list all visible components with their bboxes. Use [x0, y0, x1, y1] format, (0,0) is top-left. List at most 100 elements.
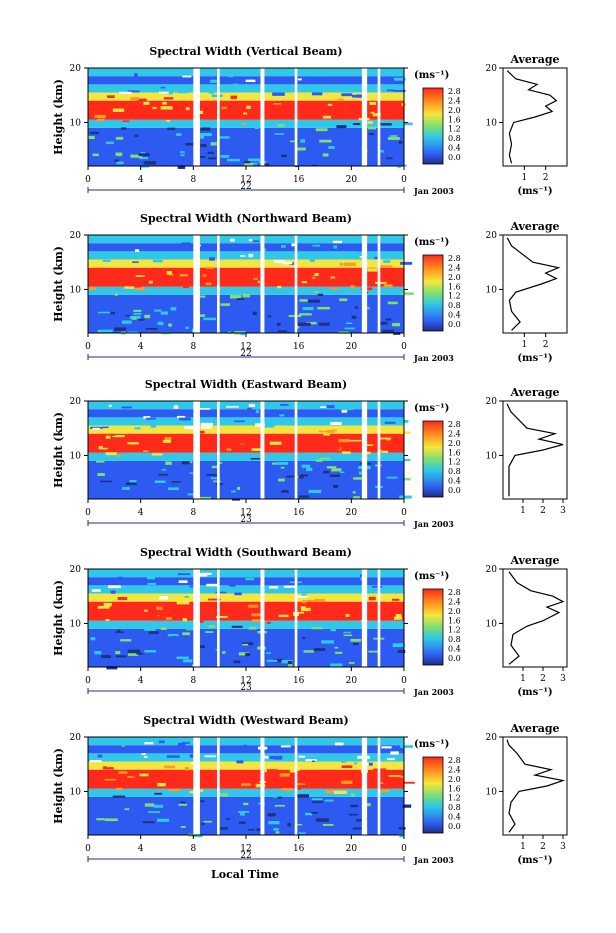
heatmap-cell: [209, 90, 214, 94]
heatmap-cell: [326, 611, 339, 615]
heatmap-cell: [185, 607, 194, 609]
heatmap-cell: [206, 583, 219, 587]
heatmap-cell: [237, 455, 242, 458]
heatmap-cell: [276, 461, 289, 465]
heatmap-cell: [351, 793, 355, 797]
heatmap-cell: [130, 97, 140, 101]
heatmap: [88, 235, 414, 336]
heatmap-cell: [133, 312, 142, 315]
x-tick-label: 0: [401, 844, 407, 854]
heatmap-cell: [161, 113, 168, 116]
date-label: Jan 2003: [413, 186, 454, 196]
data-gap: [193, 235, 200, 333]
heatmap-cell: [145, 85, 152, 89]
heatmap-cell: [97, 473, 105, 476]
heatmap-cell: [397, 649, 406, 653]
heatmap-cell: [388, 775, 401, 777]
heatmap-cell: [399, 775, 404, 778]
heatmap-cell: [210, 79, 220, 83]
heatmap-cell: [306, 321, 317, 325]
heatmap-cell: [176, 133, 182, 137]
average-frame: [502, 568, 568, 668]
heatmap-cell: [306, 467, 313, 472]
data-gap: [294, 737, 298, 835]
heatmap-cell: [364, 444, 373, 447]
heatmap-cell: [147, 811, 160, 813]
heatmap-cell: [246, 105, 251, 110]
colorbar: [422, 756, 444, 834]
heatmap-cell: [169, 273, 174, 276]
heatmap-cell: [341, 93, 353, 97]
heatmap-cell: [238, 652, 250, 656]
heatmap-cell: [166, 755, 180, 758]
heatmap-cell: [245, 577, 255, 581]
heatmap-band: [88, 259, 404, 268]
average-y-tick-label: 10: [486, 451, 498, 461]
y-axis-label: Height (km): [52, 246, 65, 322]
average-profile-line: [506, 237, 561, 331]
heatmap-cell: [322, 115, 332, 119]
panel-2: Spectral Width (Northward Beam)2010Heigh…: [52, 212, 568, 364]
heatmap-cell: [401, 292, 414, 295]
heatmap-cell: [122, 120, 130, 122]
heatmap-cell: [199, 132, 212, 137]
heatmap-cell: [173, 405, 179, 409]
average-x-tick-label: 3: [560, 506, 566, 516]
x-tick-label: 4: [138, 508, 144, 518]
data-gap: [193, 569, 200, 667]
heatmap-cell: [162, 101, 167, 105]
colorbar-tick-label: 2.0: [448, 106, 461, 115]
heatmap-cell: [211, 465, 218, 469]
heatmap-cell: [230, 238, 235, 242]
colorbar-tick-label: 0.0: [448, 153, 461, 162]
heatmap-band: [88, 127, 404, 166]
heatmap-cell: [301, 591, 305, 593]
heatmap-cell: [173, 241, 182, 244]
heatmap-cell: [282, 261, 293, 265]
average-frame: [502, 67, 568, 167]
y-tick-label: 20: [70, 231, 82, 241]
heatmap-cell: [339, 298, 348, 302]
heatmap-band: [88, 628, 404, 667]
heatmap-cell: [353, 496, 360, 499]
heatmap-cell: [311, 92, 323, 96]
heatmap-cell: [295, 823, 303, 826]
heatmap-cell: [120, 122, 132, 125]
heatmap-cell: [124, 286, 135, 289]
heatmap-cell: [341, 765, 353, 768]
data-gap: [260, 401, 265, 499]
heatmap-cell: [371, 585, 383, 588]
heatmap-cell: [115, 651, 121, 655]
colorbar-tick-label: 1.6: [448, 282, 461, 291]
heatmap-cell: [140, 165, 150, 168]
heatmap-cell: [189, 790, 194, 794]
data-gap: [217, 401, 220, 499]
x-tick-label: 16: [293, 676, 305, 686]
heatmap-cell: [341, 407, 354, 411]
heatmap-cell: [273, 794, 278, 798]
heatmap-cell: [231, 490, 236, 493]
heatmap-cell: [177, 605, 186, 608]
data-gap: [361, 235, 368, 333]
heatmap-cell: [148, 631, 159, 634]
colorbar-unit: (ms⁻¹): [414, 571, 449, 582]
heatmap-cell: [116, 161, 124, 165]
colorbar-tick-label: 2.0: [448, 607, 461, 616]
heatmap-cell: [317, 306, 331, 310]
heatmap-cell: [177, 573, 191, 576]
heatmap-cell: [200, 144, 207, 148]
heatmap-cell: [115, 655, 127, 658]
x-tick-label: 16: [293, 508, 305, 518]
heatmap-cell: [261, 424, 275, 428]
x-tick-label: 16: [293, 844, 305, 854]
heatmap-cell: [255, 423, 265, 427]
heatmap-cell: [402, 804, 412, 808]
colorbar-tick-label: 0.4: [448, 813, 461, 822]
heatmap-cell: [400, 431, 411, 434]
y-axis-label: Height (km): [52, 79, 65, 155]
heatmap-cell: [184, 742, 190, 744]
heatmap-cell: [279, 414, 285, 417]
data-gap: [217, 235, 220, 333]
heatmap-cell: [200, 422, 213, 426]
heatmap-cell: [319, 457, 331, 460]
